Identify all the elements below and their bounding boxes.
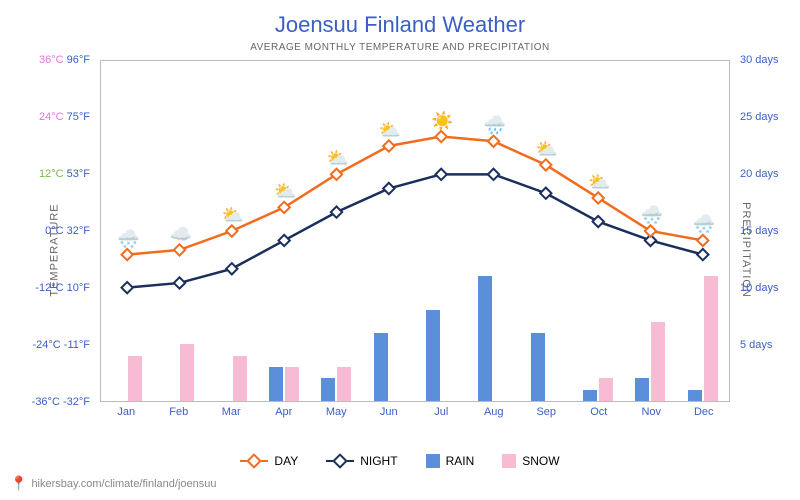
line-marker [697,235,708,246]
line-marker [697,249,708,260]
x-tick: Sep [520,406,573,422]
line-layer [101,61,729,401]
weather-icon: ⛅ [588,172,610,193]
line-marker [436,169,447,180]
y-axis-right: 30 days25 days20 days15 days10 days5 day… [735,60,780,402]
y-left-tick: 36°C 96°F [39,54,90,66]
line-marker [383,140,394,151]
y-left-tick: 12°C 53°F [39,168,90,180]
x-tick: Jun [363,406,416,422]
weather-icon: ⛅ [327,148,349,169]
legend-snow: SNOW [502,454,559,468]
y-left-tick: -36°C -32°F [32,396,90,408]
chart-area: 36°C 96°F24°C 75°F12°C 53°F0°C 32°F-12°C… [100,60,730,420]
y-left-tick: 0°C 32°F [45,225,90,237]
x-tick: Oct [573,406,626,422]
line-marker [331,206,342,217]
legend-night: NIGHT [326,454,397,468]
legend-rain-label: RAIN [446,454,475,468]
x-tick: Mar [205,406,258,422]
weather-icon: 🌨️ [117,229,139,250]
legend-night-label: NIGHT [360,454,397,468]
x-tick: Jan [100,406,153,422]
line-marker [174,277,185,288]
legend-snow-label: SNOW [522,454,559,468]
y-right-tick: 15 days [740,225,779,237]
weather-icon: ☀️ [431,111,453,132]
y-right-tick: 25 days [740,111,779,123]
line-marker [122,282,133,293]
line-marker [593,216,604,227]
weather-icon: ⛅ [222,205,244,226]
weather-icon: ⛅ [379,120,401,141]
weather-icon: 🌧️ [484,115,506,136]
line-marker [174,244,185,255]
y-left-tick: -24°C -11°F [32,339,90,351]
line-series [127,174,703,287]
line-marker [226,225,237,236]
y-right-tick: 20 days [740,168,779,180]
x-tick: Apr [258,406,311,422]
weather-icon: ☁️ [170,224,192,245]
y-left-tick: -12°C 10°F [35,282,90,294]
x-tick: Jul [415,406,468,422]
y-right-tick: 30 days [740,54,779,66]
line-series [127,137,703,255]
line-marker [122,249,133,260]
x-axis: JanFebMarAprMayJunJulAugSepOctNovDec [100,406,730,422]
x-tick: Nov [625,406,678,422]
weather-icon: 🌨️ [693,214,715,235]
legend-rain: RAIN [426,454,475,468]
y-right-tick: 5 days [740,339,772,351]
line-marker [488,169,499,180]
pin-icon: 📍 [10,475,27,492]
line-marker [540,188,551,199]
x-tick: May [310,406,363,422]
x-tick: Feb [153,406,206,422]
line-marker [279,235,290,246]
footer-credit: 📍 hikersbay.com/climate/finland/joensuu [10,475,217,492]
legend-day-label: DAY [274,454,298,468]
line-marker [226,263,237,274]
weather-icon: ⛅ [536,139,558,160]
x-tick: Aug [468,406,521,422]
y-left-tick: 24°C 75°F [39,111,90,123]
legend-day: DAY [240,454,298,468]
line-marker [436,131,447,142]
plot-area: 🌨️ ☁️ ⛅ ⛅ ⛅ ⛅ ☀️ 🌧️ ⛅ ⛅ 🌨️ 🌨️ [100,60,730,402]
chart-subtitle: AVERAGE MONTHLY TEMPERATURE AND PRECIPIT… [0,38,800,53]
line-marker [383,183,394,194]
footer-url: hikersbay.com/climate/finland/joensuu [31,478,216,490]
chart-title: Joensuu Finland Weather [0,0,800,38]
weather-icon: ⛅ [274,181,296,202]
legend: DAY NIGHT RAIN SNOW [0,454,800,468]
weather-icon: 🌨️ [641,205,663,226]
y-right-tick: 10 days [740,282,779,294]
x-tick: Dec [678,406,731,422]
y-axis-left: 36°C 96°F24°C 75°F12°C 53°F0°C 32°F-12°C… [10,60,95,402]
line-marker [488,136,499,147]
